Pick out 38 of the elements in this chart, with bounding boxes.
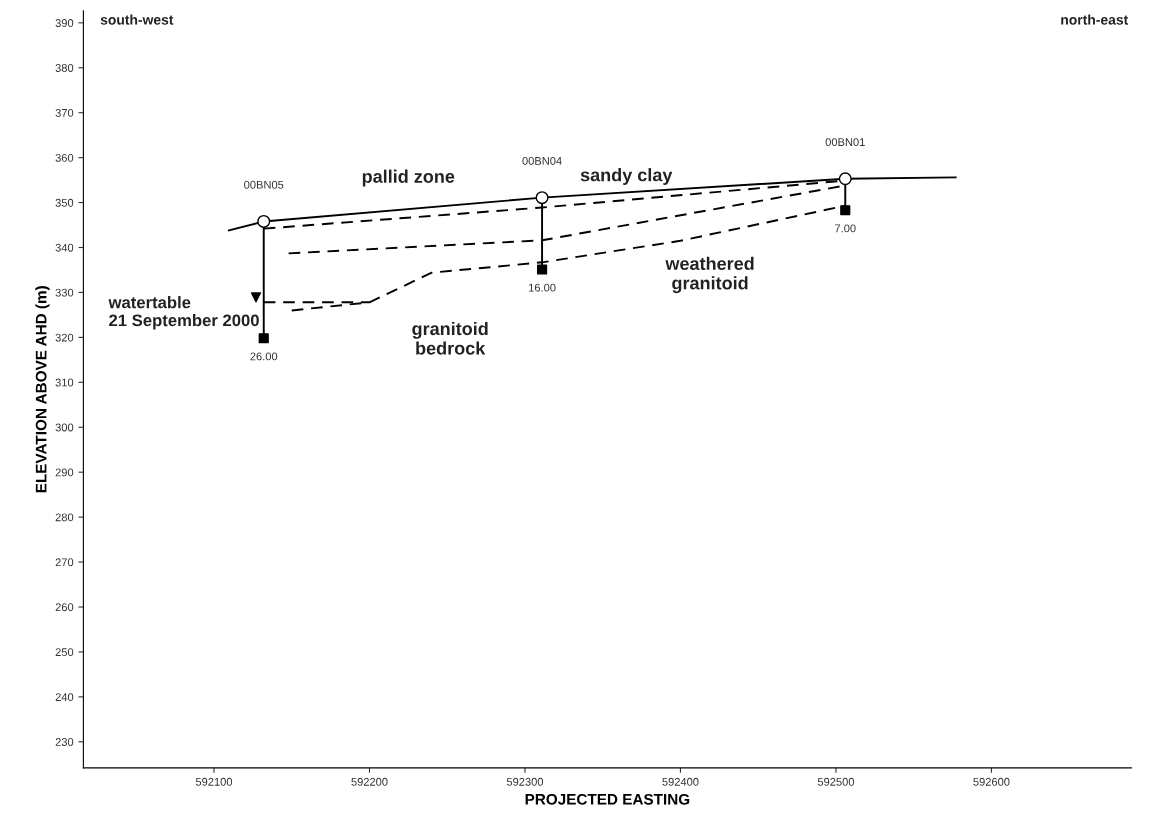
annotation: pallid zone [362,169,455,187]
y-tick-label: 240 [55,693,74,701]
x-axis-title: PROJECTED EASTING [525,793,690,805]
y-tick-label: 380 [55,64,74,72]
annotation: 26.00 [250,352,278,361]
y-tick-label: 290 [55,468,74,477]
y-tick-label: 300 [55,423,74,432]
y-tick-label: 310 [55,378,74,387]
y-tick-label: 280 [55,513,74,522]
annotation: 7.00 [835,224,856,233]
annotation: weathered granitoid [665,256,754,294]
y-tick-label: 250 [55,648,74,657]
x-tick-label: 592500 [817,777,855,786]
y-tick-label: 330 [55,288,74,297]
y-axis-title: ELEVATION ABOVE AHD (m) [35,286,50,493]
x-tick-label: 592400 [662,777,699,786]
y-tick-label: 360 [55,153,74,162]
x-tick-label: 592600 [973,777,1010,786]
y-tick-label: 370 [55,108,74,117]
y-tick-label: 340 [55,243,74,252]
annotation: 00BN05 [244,180,284,189]
y-tick-label: 230 [55,738,74,746]
y-tick-label: 260 [55,603,74,612]
y-tick-label: 390 [55,19,74,27]
annotation: north-east [1061,14,1129,25]
y-tick-label: 350 [55,198,74,207]
annotation: 16.00 [529,283,556,292]
y-tick-label: 320 [55,333,74,342]
x-tick-label: 592200 [351,777,388,786]
annotation: 00BN01 [825,138,865,147]
annotation: sandy clay [580,168,673,185]
annotation: south-west [100,14,174,25]
x-tick-label: 592100 [195,777,233,786]
annotation: watertable 21 September 2000 [108,296,259,330]
x-tick-label: 592300 [506,777,544,786]
annotation: granitoid bedrock [412,321,488,355]
y-tick-label: 270 [55,558,74,567]
annotation: 00BN04 [522,157,562,165]
